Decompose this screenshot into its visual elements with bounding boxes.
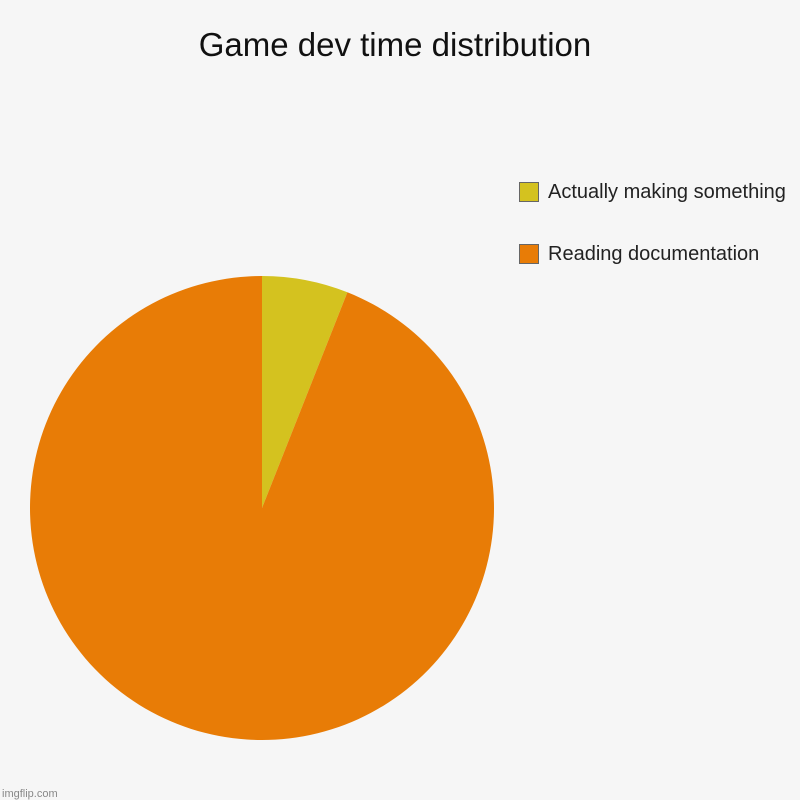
legend-item: Actually making something (519, 181, 788, 204)
legend-swatch (519, 244, 539, 264)
pie-slice (262, 276, 348, 508)
legend-swatch (519, 182, 539, 202)
legend-label: Actually making something (548, 181, 786, 203)
chart-title: Game dev time distribution (198, 26, 592, 63)
legend-label: Reading documentation (548, 243, 760, 265)
pie-slice (29, 276, 494, 741)
legend-item: Reading documentation (519, 243, 788, 266)
watermark: imgflip.com (2, 788, 58, 800)
